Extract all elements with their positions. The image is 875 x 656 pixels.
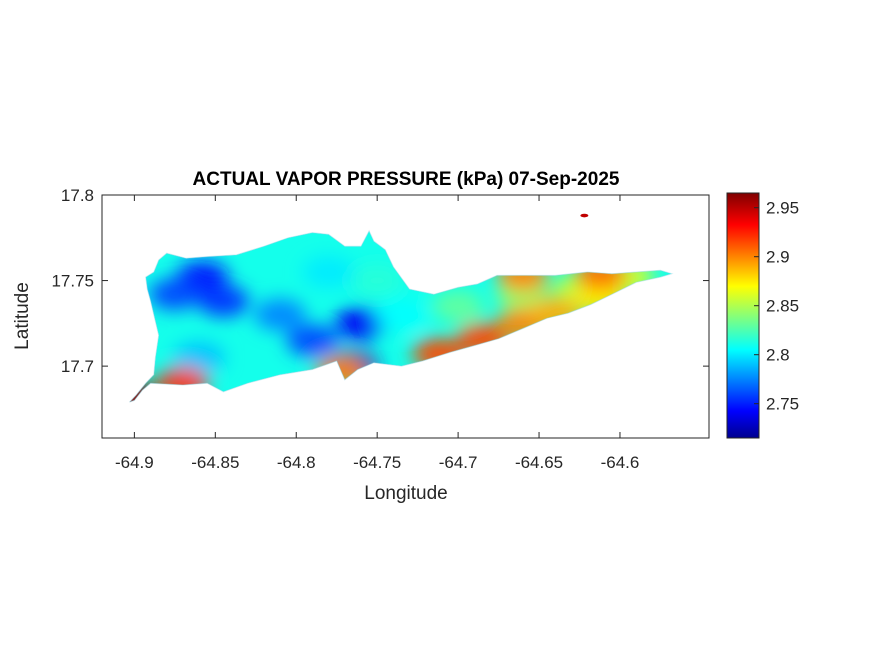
chart-title: ACTUAL VAPOR PRESSURE (kPa) 07-Sep-2025 [193,169,620,190]
y-axis-label: Latitude [12,282,33,350]
y-axis-ticks: 17.7 17.75 17.8 [51,186,709,376]
x-tick-label: -64.75 [353,453,401,472]
islet-marker [580,213,589,218]
field-sample [173,341,226,374]
colorbar-ticks: 2.75 2.8 2.85 2.9 2.95 [754,199,799,414]
x-tick-label: -64.6 [601,453,640,472]
field-sample [254,298,307,331]
colorbar: 2.75 2.8 2.85 2.9 2.95 [726,192,799,439]
y-tick-label: 17.8 [61,186,94,205]
x-axis-ticks: -64.9 -64.85 -64.8 -64.75 -64.7 -64.65 -64.6 [115,195,639,472]
y-tick-label: 17.75 [51,272,94,291]
colorbar-tick-label: 2.85 [766,297,799,316]
x-tick-label: -64.85 [191,453,239,472]
field-sample [302,256,355,289]
field-sample [351,264,404,297]
colorbar-tick-label: 2.95 [766,199,799,218]
x-tick-label: -64.9 [115,453,154,472]
plot-frame [101,194,710,439]
island-outline [129,229,674,403]
x-tick-label: -64.65 [515,453,563,472]
field-sample [148,278,201,311]
x-tick-label: -64.8 [277,453,316,472]
plot-area [101,194,710,439]
field-sample [286,324,339,357]
colorbar-tick-label: 2.9 [766,248,790,267]
colorbar-gradient [726,192,760,439]
field-sample [334,307,387,340]
colorbar-tick-label: 2.75 [766,395,799,414]
x-axis-label: Longitude [364,483,447,504]
field-sample [375,298,428,331]
y-tick-label: 17.7 [61,357,94,376]
field-sample [432,290,485,323]
x-tick-label: -64.7 [439,453,478,472]
field-sample [197,285,250,318]
colorbar-tick-label: 2.8 [766,346,790,365]
